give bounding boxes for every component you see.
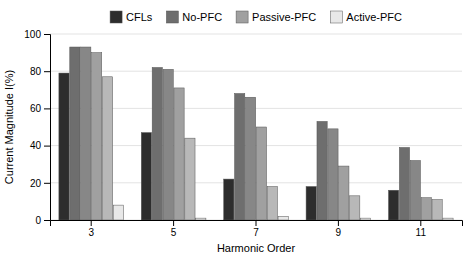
x-tick-label: 3 [88,227,94,238]
bar-series [81,47,421,220]
legend-item: CFLs [110,11,153,23]
x-tick-label: 11 [416,227,427,238]
x-tick-mark [256,220,257,226]
y-tick-mark [44,220,50,221]
legend-swatch [110,11,122,23]
y-axis-line [44,35,51,221]
legend-label: No-PFC [182,11,222,23]
x-tick-label: 7 [253,227,259,238]
bar [152,67,162,220]
bar [360,218,370,220]
bar [235,94,245,220]
bar [306,187,316,220]
bar [256,127,266,220]
x-axis-title: Harmonic Order [217,242,296,254]
bar [278,216,288,220]
bar [224,179,234,220]
x-tick: 3 [88,220,94,238]
bar-series [113,205,453,220]
bar [350,196,360,220]
bar-series [70,47,410,220]
bar [163,69,173,220]
bar [113,205,123,220]
y-tick-label: 40 [30,140,42,151]
x-tick-mark [420,220,421,226]
y-tick: 80 [30,66,50,77]
bar [102,77,112,220]
plot-area: 3 5 7 9 11 0 20 40 60 80 100 [24,29,462,238]
y-tick-label: 60 [30,103,42,114]
x-tick-label: 9 [336,227,342,238]
bar-series [102,77,442,220]
y-axis: 0 20 40 60 80 100 [24,29,50,226]
y-tick-mark [44,71,50,72]
y-tick-mark [44,183,50,184]
x-tick: 5 [171,220,177,238]
bar [432,200,442,220]
y-tick: 100 [24,29,50,40]
bar [317,121,327,220]
x-tick: 7 [253,220,259,238]
bar [339,166,349,220]
bar [399,147,409,220]
grid-line [50,71,462,72]
x-axis-line [51,221,463,227]
bar-series [92,53,432,220]
x-tick-mark [338,220,339,226]
x-tick-mark [173,220,174,226]
bar [174,88,184,220]
y-tick: 60 [30,103,50,114]
bars [59,47,453,220]
legend-label: CFLs [126,11,153,23]
legend-item: No-PFC [166,11,222,23]
y-tick-mark [44,146,50,147]
x-tick-label: 5 [171,227,177,238]
bar [443,218,453,220]
y-tick: 0 [35,215,50,226]
bar [59,73,69,220]
legend-item: Active-PFC [330,11,402,23]
y-tick: 20 [30,178,50,189]
legend-swatch [236,11,248,23]
y-tick-mark [44,108,50,109]
legend-label: Passive-PFC [252,11,316,23]
bar [141,133,151,220]
legend-swatch [330,11,342,23]
y-tick-label: 80 [30,66,42,77]
legend-item: Passive-PFC [236,11,316,23]
legend-swatch [166,11,178,23]
legend: CFLs No-PFC Passive-PFC Active-PFC [110,11,402,23]
y-tick-label: 100 [24,29,41,40]
bar [70,47,80,220]
bar-series [59,73,399,220]
chart: 3 5 7 9 11 0 20 40 60 80 100 Harmonic Order Current … [0,0,474,258]
bar [421,198,431,220]
bar [388,190,398,220]
bar [92,53,102,220]
x-tick: 11 [416,220,427,238]
y-tick-mark [44,34,50,35]
bar [81,47,91,220]
y-axis-title: Current Magnitude I(%) [3,70,15,184]
bar [245,97,255,220]
legend-label: Active-PFC [346,11,402,23]
grid-line [50,34,462,35]
y-tick-label: 0 [35,215,41,226]
bar [267,187,277,220]
x-axis: 3 5 7 9 11 [51,220,463,238]
x-tick: 9 [336,220,342,238]
grid [50,34,462,220]
bar [185,138,195,220]
y-tick-label: 20 [30,178,42,189]
bar [196,218,206,220]
bar [410,160,420,220]
bar [328,129,338,220]
y-tick: 40 [30,140,50,151]
x-tick-mark [91,220,92,226]
